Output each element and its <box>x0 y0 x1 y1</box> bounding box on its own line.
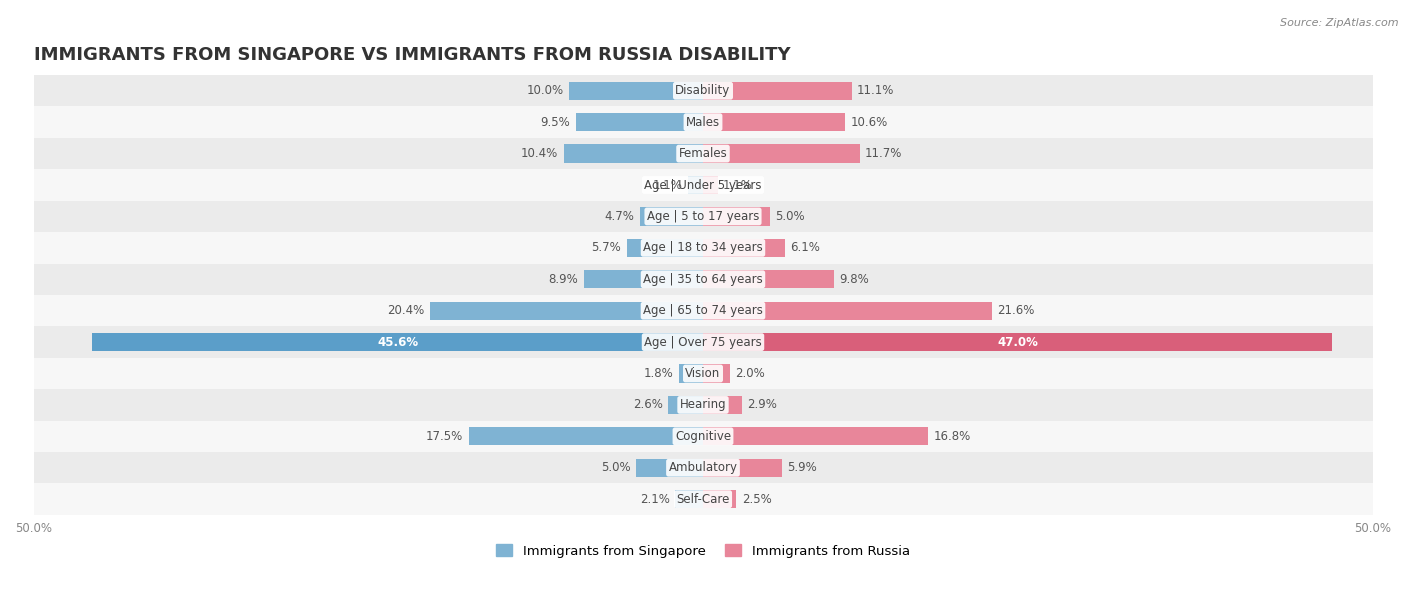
Bar <box>703 427 928 446</box>
Text: 4.7%: 4.7% <box>605 210 634 223</box>
Bar <box>34 295 1372 326</box>
Text: 47.0%: 47.0% <box>997 335 1038 349</box>
Bar <box>34 358 1372 389</box>
Bar <box>34 264 1372 295</box>
Bar <box>93 333 703 351</box>
Text: 2.0%: 2.0% <box>735 367 765 380</box>
Bar <box>668 396 703 414</box>
Text: 10.6%: 10.6% <box>851 116 887 129</box>
Text: Hearing: Hearing <box>679 398 727 411</box>
Bar <box>34 232 1372 264</box>
Text: Source: ZipAtlas.com: Source: ZipAtlas.com <box>1281 18 1399 28</box>
Bar <box>569 81 703 100</box>
Text: 1.1%: 1.1% <box>652 179 683 192</box>
Text: 20.4%: 20.4% <box>387 304 425 317</box>
Text: 17.5%: 17.5% <box>426 430 464 443</box>
Text: 10.0%: 10.0% <box>527 84 564 97</box>
Text: 16.8%: 16.8% <box>934 430 970 443</box>
Bar <box>703 239 785 257</box>
Bar <box>703 81 852 100</box>
Text: Age | 65 to 74 years: Age | 65 to 74 years <box>643 304 763 317</box>
Bar <box>430 302 703 320</box>
Text: Disability: Disability <box>675 84 731 97</box>
Bar <box>640 207 703 226</box>
Bar <box>703 207 770 226</box>
Bar <box>34 326 1372 358</box>
Bar <box>679 364 703 382</box>
Bar <box>703 176 717 194</box>
Bar <box>703 113 845 132</box>
Bar <box>34 201 1372 232</box>
Text: 5.0%: 5.0% <box>602 461 631 474</box>
Bar <box>703 458 782 477</box>
Text: 11.7%: 11.7% <box>865 147 903 160</box>
Bar <box>583 270 703 288</box>
Bar <box>34 420 1372 452</box>
Text: Ambulatory: Ambulatory <box>668 461 738 474</box>
Text: 21.6%: 21.6% <box>998 304 1035 317</box>
Text: 5.7%: 5.7% <box>592 241 621 255</box>
Bar <box>703 144 859 163</box>
Bar <box>34 389 1372 420</box>
Text: Age | Under 5 years: Age | Under 5 years <box>644 179 762 192</box>
Bar <box>675 490 703 509</box>
Bar <box>636 458 703 477</box>
Legend: Immigrants from Singapore, Immigrants from Russia: Immigrants from Singapore, Immigrants fr… <box>491 539 915 563</box>
Text: 2.6%: 2.6% <box>633 398 662 411</box>
Bar <box>34 452 1372 483</box>
Bar <box>34 106 1372 138</box>
Bar <box>34 170 1372 201</box>
Text: 6.1%: 6.1% <box>790 241 820 255</box>
Text: Age | Over 75 years: Age | Over 75 years <box>644 335 762 349</box>
Text: 5.9%: 5.9% <box>787 461 817 474</box>
Bar <box>34 483 1372 515</box>
Text: 2.9%: 2.9% <box>747 398 778 411</box>
Text: Age | 35 to 64 years: Age | 35 to 64 years <box>643 273 763 286</box>
Text: Vision: Vision <box>685 367 721 380</box>
Text: Age | 5 to 17 years: Age | 5 to 17 years <box>647 210 759 223</box>
Bar <box>34 138 1372 170</box>
Bar <box>468 427 703 446</box>
Bar <box>576 113 703 132</box>
Text: Females: Females <box>679 147 727 160</box>
Text: 5.0%: 5.0% <box>775 210 804 223</box>
Bar <box>689 176 703 194</box>
Bar <box>564 144 703 163</box>
Bar <box>627 239 703 257</box>
Text: 11.1%: 11.1% <box>858 84 894 97</box>
Text: Males: Males <box>686 116 720 129</box>
Bar <box>703 302 993 320</box>
Text: 1.8%: 1.8% <box>644 367 673 380</box>
Text: Self-Care: Self-Care <box>676 493 730 506</box>
Text: 1.1%: 1.1% <box>723 179 754 192</box>
Text: 2.5%: 2.5% <box>742 493 772 506</box>
Bar <box>703 270 834 288</box>
Bar <box>34 75 1372 106</box>
Text: 10.4%: 10.4% <box>522 147 558 160</box>
Text: 9.8%: 9.8% <box>839 273 869 286</box>
Text: Cognitive: Cognitive <box>675 430 731 443</box>
Text: 45.6%: 45.6% <box>377 335 418 349</box>
Bar <box>703 396 742 414</box>
Bar <box>703 490 737 509</box>
Text: IMMIGRANTS FROM SINGAPORE VS IMMIGRANTS FROM RUSSIA DISABILITY: IMMIGRANTS FROM SINGAPORE VS IMMIGRANTS … <box>34 46 790 64</box>
Bar <box>703 333 1333 351</box>
Text: 8.9%: 8.9% <box>548 273 578 286</box>
Text: 9.5%: 9.5% <box>541 116 571 129</box>
Text: Age | 18 to 34 years: Age | 18 to 34 years <box>643 241 763 255</box>
Text: 2.1%: 2.1% <box>640 493 669 506</box>
Bar <box>703 364 730 382</box>
